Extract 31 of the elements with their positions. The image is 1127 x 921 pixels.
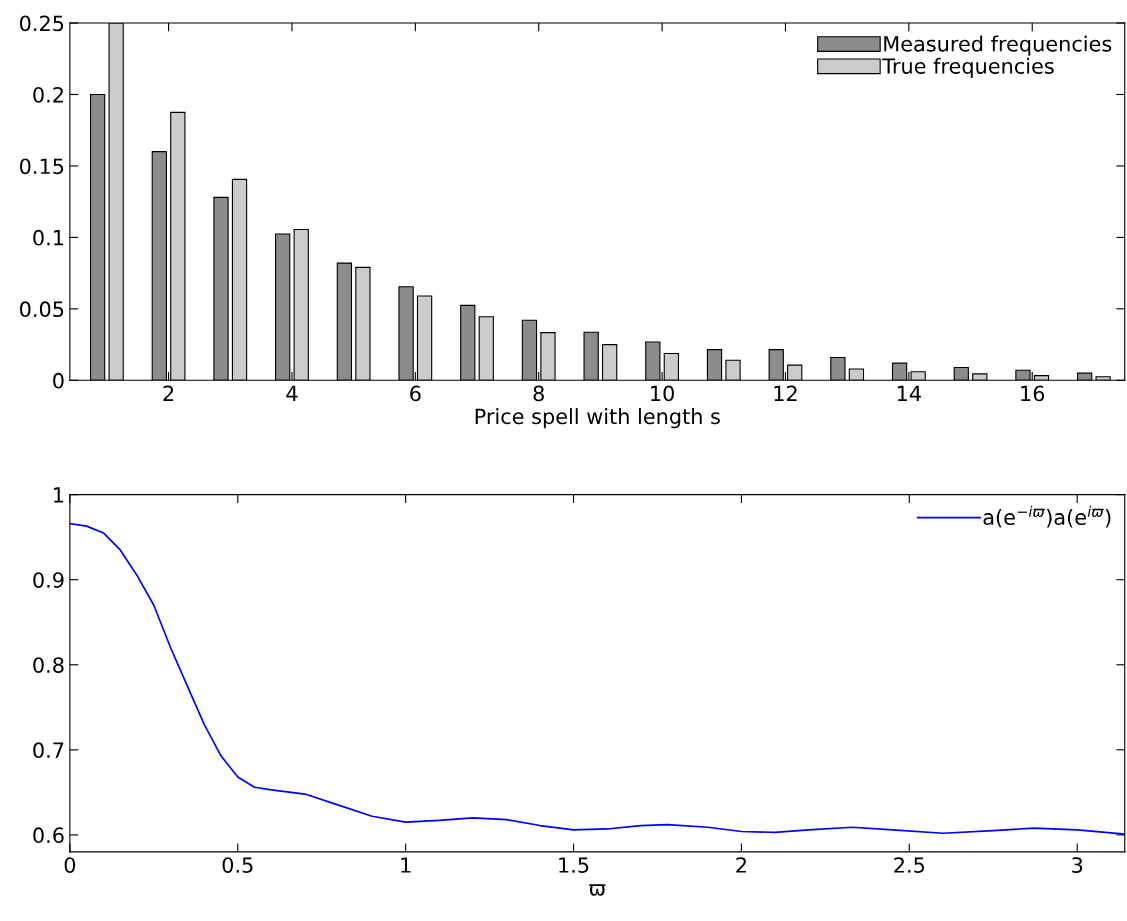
x-tick-label: 2 [163,385,174,401]
x-tick-label: 3 [1072,857,1083,873]
y-tick-label: 0.1 [33,229,64,246]
x-tick-label: 1 [401,857,411,873]
x-tick-label: 2 [736,857,746,873]
legend-label: Measured frequencies [884,35,1112,56]
legend-label: True frequencies [882,57,1054,78]
x-tick-label: 0.5 [222,857,253,873]
y-tick-label: 0.6 [33,827,64,844]
x-tick-label: 16 [1021,385,1045,402]
x-tick-label: 4 [286,385,298,401]
x-tick-label: 0 [64,857,76,873]
y-tick-label: 0.8 [33,657,64,673]
x-axis-title: ϖ [589,884,606,896]
y-tick-label: 0.05 [20,301,64,318]
y-tick-label: 0 [53,372,64,389]
y-tick-label: 1 [54,487,64,503]
y-tick-label: 0.7 [33,742,64,759]
x-tick-label: 2.5 [894,857,925,873]
x-axis-title: Price spell with length s [475,408,720,429]
y-tick-label: 0.25 [20,15,64,32]
y-tick-label: 0.15 [20,158,64,175]
x-tick-label: 1.5 [559,857,589,873]
y-tick-label: 0.2 [33,86,63,103]
x-tick-label: 14 [897,385,921,401]
x-tick-label: 8 [533,385,544,402]
x-tick-label: 10 [651,385,674,402]
x-tick-label: 12 [774,385,797,401]
x-tick-label: 6 [410,385,421,402]
legend-label: a(e$^{−iϖ}$)a(e$^{iϖ}$) [983,505,1111,528]
y-tick-label: 0.9 [33,572,64,588]
